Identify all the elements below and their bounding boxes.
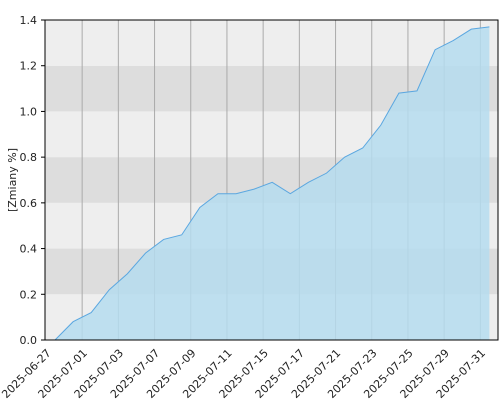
line (54, 26, 490, 341)
y-tick-label: 1.4 (20, 14, 38, 27)
y-tick-label: 0.6 (20, 197, 38, 210)
area (55, 26, 490, 340)
y-tick-label: 1.0 (20, 105, 38, 118)
y-tick-label: 0.2 (20, 288, 38, 301)
plot-border (44, 19, 499, 341)
y-tick-label: 0.4 (20, 243, 38, 256)
y-tick-label: 1.2 (20, 60, 38, 73)
grid-band (45, 20, 498, 66)
y-tick-label: 0.8 (20, 151, 38, 164)
y-tick-label: 0.0 (20, 334, 38, 347)
y-axis-label: [Zmiany %] (6, 148, 19, 212)
